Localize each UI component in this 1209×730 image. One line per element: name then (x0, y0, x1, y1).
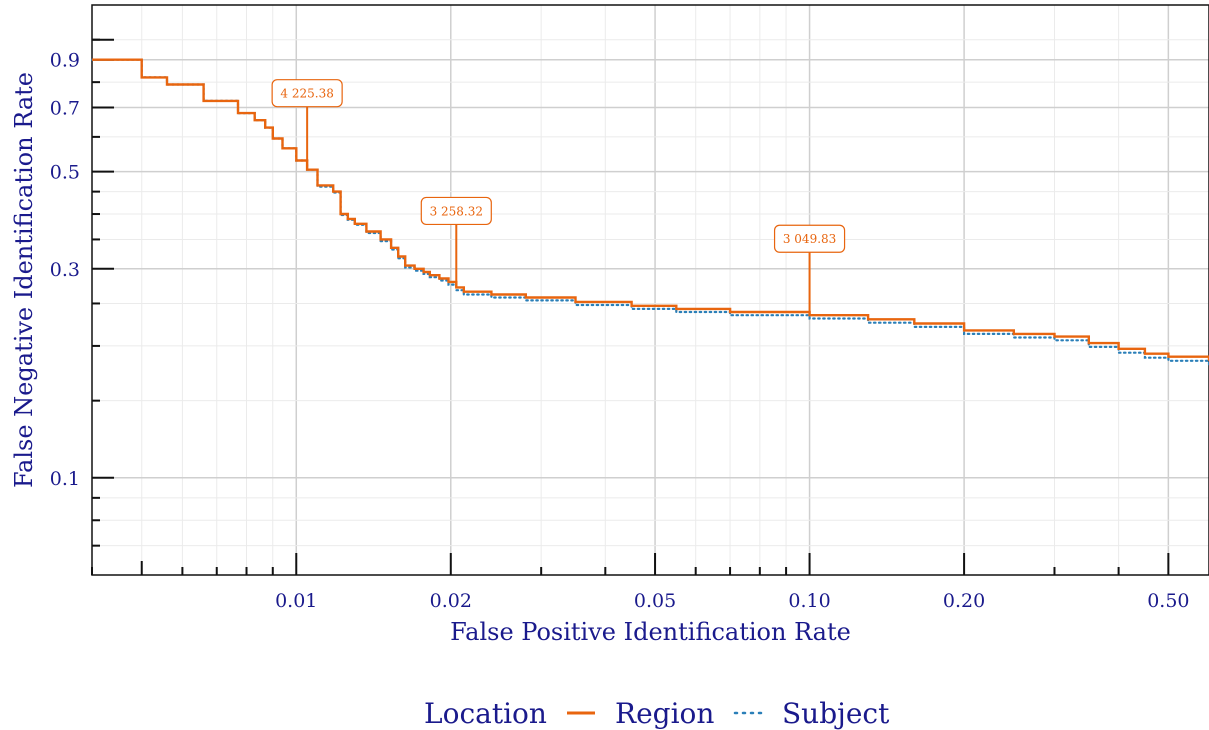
y-tick-label: 0.3 (50, 259, 80, 281)
legend-label-region: Region (615, 697, 714, 730)
y-tick-label: 0.5 (50, 162, 80, 184)
annotation-label: 4 225.38 (280, 87, 333, 101)
x-tick-label: 0.02 (430, 590, 472, 612)
annotation-box (271, 79, 343, 108)
x-tick-label: 0.50 (1147, 590, 1189, 612)
x-tick-label: 0.10 (788, 590, 830, 612)
x-tick-label: 0.20 (943, 590, 985, 612)
y-tick-label: 0.7 (50, 98, 80, 120)
annotation-label: 3 049.83 (783, 232, 836, 246)
x-tick-label: 0.05 (634, 590, 676, 612)
legend-title: Location (424, 697, 547, 730)
annotation-label: 3 258.32 (430, 204, 483, 218)
legend-label-subject: Subject (782, 697, 890, 730)
y-axis-title: False Negative Identification Rate (10, 72, 38, 488)
y-tick-label: 0.1 (50, 468, 80, 490)
plot-frame (91, 4, 1209, 576)
axis-ticks: 0.01 0.02 0.05 0.10 0.20 0.50 0.1 0.3 0.5 0.7 0.9 (50, 38, 1190, 612)
annotation-box (420, 196, 492, 226)
series-line-subject (90, 58, 1209, 366)
series-line-region (92, 58, 1209, 361)
legend: Location Region Subject (424, 697, 890, 730)
grid-lines (91, 5, 1209, 575)
x-tick-label: 0.01 (275, 590, 317, 612)
series-layer (90, 58, 1209, 366)
annotations: 4 225.38 3 258.32 3 049.83 (271, 79, 846, 316)
y-tick-label: 0.9 (50, 50, 80, 72)
annotation-box (773, 224, 846, 253)
x-axis-title: False Positive Identification Rate (450, 618, 851, 646)
